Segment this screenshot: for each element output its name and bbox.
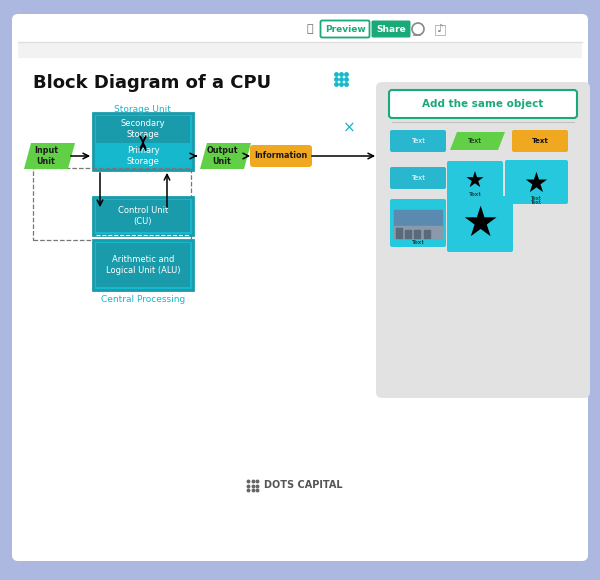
Text: ♪: ♪ [436,24,443,34]
Text: ×: × [343,121,355,136]
Text: ★: ★ [524,170,548,198]
Text: Text: Text [530,195,542,201]
Polygon shape [200,143,251,169]
Text: Preview: Preview [325,24,365,34]
Bar [22,60,370,538]
FancyBboxPatch shape [93,113,193,170]
FancyBboxPatch shape [390,199,446,247]
Text: Arithmetic and
Logical Unit (ALU): Arithmetic and Logical Unit (ALU) [106,255,180,276]
Text: □: □ [433,22,446,36]
Text: Block Diagram of a CPU: Block Diagram of a CPU [33,74,271,92]
FancyBboxPatch shape [447,161,503,199]
Text: Text: Text [411,175,425,181]
Text: Secondary
Storage: Secondary Storage [121,119,166,139]
FancyBboxPatch shape [371,20,410,38]
Text: Text: Text [532,138,548,144]
Text: Primary
Storage: Primary Storage [127,146,160,166]
Text: Text: Text [467,138,481,144]
Text: Text: Text [530,200,542,205]
Text: Text: Text [411,138,425,144]
FancyBboxPatch shape [12,14,588,561]
Text: Information: Information [254,151,308,161]
Bar [96,145,190,167]
FancyBboxPatch shape [505,160,568,204]
FancyBboxPatch shape [250,145,312,167]
Text: ⤓: ⤓ [307,24,313,34]
Polygon shape [24,143,75,169]
FancyBboxPatch shape [447,196,513,252]
Bar [33,168,191,240]
Text: ★: ★ [461,203,499,245]
Text: Text: Text [412,240,424,245]
FancyBboxPatch shape [320,20,370,38]
Bar [96,200,190,232]
Polygon shape [450,132,505,150]
FancyBboxPatch shape [390,130,446,152]
Text: Text: Text [469,191,481,197]
Bar [394,210,442,238]
Text: Output
Unit: Output Unit [206,146,238,166]
Bar [96,116,190,143]
Text: Add the same object: Add the same object [422,99,544,109]
Bar [93,197,193,235]
Text: Control Unit
(CU): Control Unit (CU) [118,206,168,226]
Text: Central Processing: Central Processing [101,295,185,305]
Text: Share: Share [376,24,406,34]
Text: DOTS CAPITAL: DOTS CAPITAL [264,480,343,490]
Bar [18,42,582,58]
FancyBboxPatch shape [376,82,590,398]
Text: ★: ★ [465,172,485,192]
FancyBboxPatch shape [512,130,568,152]
Text: Input
Unit: Input Unit [34,146,58,166]
FancyBboxPatch shape [389,90,577,118]
Text: Storage Unit: Storage Unit [113,106,170,114]
Bar [18,18,582,40]
Bar [96,243,190,287]
Bar [93,240,193,290]
FancyBboxPatch shape [390,167,446,189]
